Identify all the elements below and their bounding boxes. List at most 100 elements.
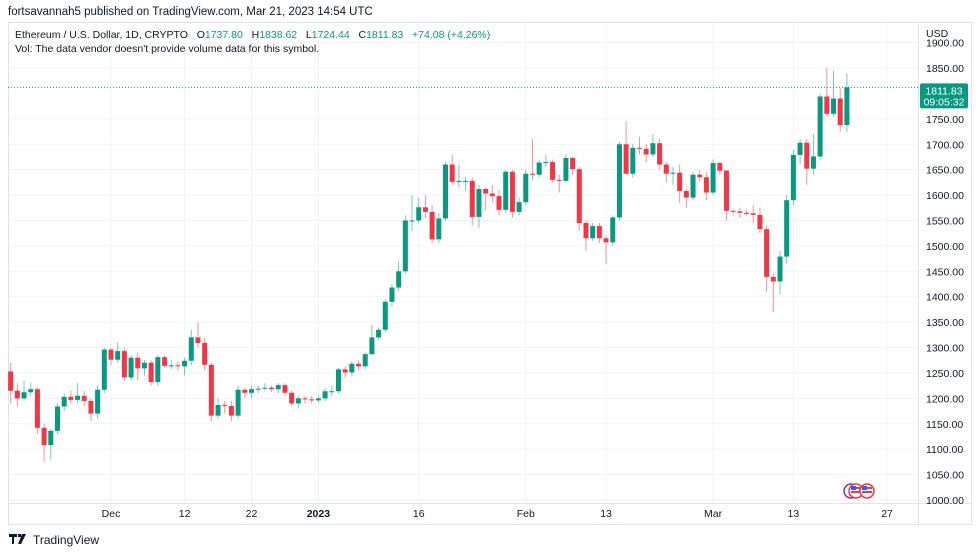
candle-body: [21, 392, 27, 399]
candle: [737, 207, 743, 218]
candle-body: [750, 213, 756, 215]
candle-body: [476, 188, 482, 217]
close-value: 1811.83: [366, 29, 404, 41]
candle: [409, 195, 415, 231]
candle: [536, 159, 542, 178]
candle-body: [784, 200, 790, 257]
candle: [717, 162, 723, 175]
candle-body: [422, 207, 428, 212]
candle: [810, 134, 816, 175]
candle-body: [34, 389, 40, 428]
candle: [817, 93, 823, 160]
candle-body: [744, 212, 750, 214]
candle-body: [677, 172, 683, 192]
candle: [61, 393, 67, 412]
grid: [9, 23, 918, 503]
candle: [95, 385, 101, 419]
candle: [422, 195, 428, 218]
candle: [289, 390, 295, 406]
candle: [329, 385, 335, 396]
candle: [34, 387, 40, 434]
price-tick-label: 1600.00: [926, 190, 964, 202]
last-price-label: 1811.83 09:05:32: [920, 83, 968, 109]
candle-body: [543, 162, 549, 164]
candle: [476, 184, 482, 229]
candle: [556, 174, 562, 193]
candle: [663, 162, 669, 183]
us-flag-icon[interactable]: [859, 483, 875, 499]
candle: [88, 398, 94, 422]
candle: [623, 121, 629, 175]
candle: [529, 139, 535, 180]
candle-body: [108, 349, 114, 360]
candle: [429, 205, 435, 244]
us-flag-icon[interactable]: [848, 483, 864, 499]
candle-body: [295, 398, 301, 404]
candle: [362, 352, 368, 369]
candle-body: [590, 226, 596, 239]
candle-body: [536, 162, 542, 175]
candle: [496, 189, 502, 216]
low-value: 1724.44: [311, 29, 350, 41]
price-tick-label: 1150.00: [926, 419, 963, 431]
candle: [837, 88, 843, 132]
candle-body: [523, 173, 529, 203]
open-label: O: [196, 29, 205, 41]
candle: [677, 164, 683, 203]
symbol-title[interactable]: Ethereum / U.S. Dollar, 1D, CRYPTO: [15, 29, 188, 41]
candle: [369, 324, 375, 356]
candle-body: [443, 164, 448, 219]
candle: [54, 403, 60, 434]
candle-body: [95, 389, 101, 414]
candle: [242, 388, 248, 399]
candle-body: [135, 357, 141, 369]
candle: [750, 205, 756, 224]
candle-body: [496, 196, 502, 210]
candle-body: [356, 363, 362, 367]
candle-body: [8, 371, 14, 391]
candle-body: [797, 142, 803, 155]
candle: [295, 395, 301, 409]
candle-body: [804, 142, 810, 169]
price-tick-label: 1500.00: [926, 241, 964, 253]
candle-body: [463, 180, 469, 182]
tradingview-logo[interactable]: TradingView: [9, 533, 99, 547]
candle: [683, 188, 689, 208]
candle: [262, 383, 268, 391]
candle-body: [329, 391, 335, 393]
candle: [389, 284, 395, 307]
candle-body: [148, 362, 154, 383]
candle-body: [650, 143, 656, 155]
economic-events[interactable]: [843, 483, 875, 499]
price-tick-label: 1200.00: [926, 393, 964, 405]
candle: [382, 299, 388, 333]
candle: [269, 385, 275, 393]
candle: [469, 177, 475, 226]
candle: [235, 385, 241, 419]
price-axis[interactable]: 1000.00 1050.00 1100.00 1150.00 1200.00 1250.…: [926, 38, 964, 507]
candle-body: [68, 396, 74, 400]
candle: [516, 197, 522, 216]
candle-body: [637, 147, 643, 149]
candle-body: [202, 342, 208, 365]
time-axis[interactable]: Dec 12 22 2023 16 Feb 13 Mar 13 27: [102, 508, 893, 520]
candle-body: [831, 98, 837, 114]
close-label: C: [358, 29, 367, 41]
candle-body: [322, 391, 328, 399]
candle-body: [115, 351, 121, 360]
candle-body: [101, 349, 107, 390]
candle: [744, 210, 750, 216]
candle-body: [376, 329, 382, 338]
candle-body: [342, 369, 348, 373]
candle: [670, 167, 676, 185]
candle: [790, 149, 796, 206]
time-tick-label: 2023: [307, 508, 331, 520]
candle-body: [516, 202, 522, 212]
candle-body: [255, 388, 261, 390]
brand-name: TradingView: [33, 533, 100, 547]
currency-label: USD: [926, 28, 949, 40]
candle: [563, 154, 569, 183]
candle: [596, 223, 602, 244]
candle-body: [730, 210, 736, 212]
